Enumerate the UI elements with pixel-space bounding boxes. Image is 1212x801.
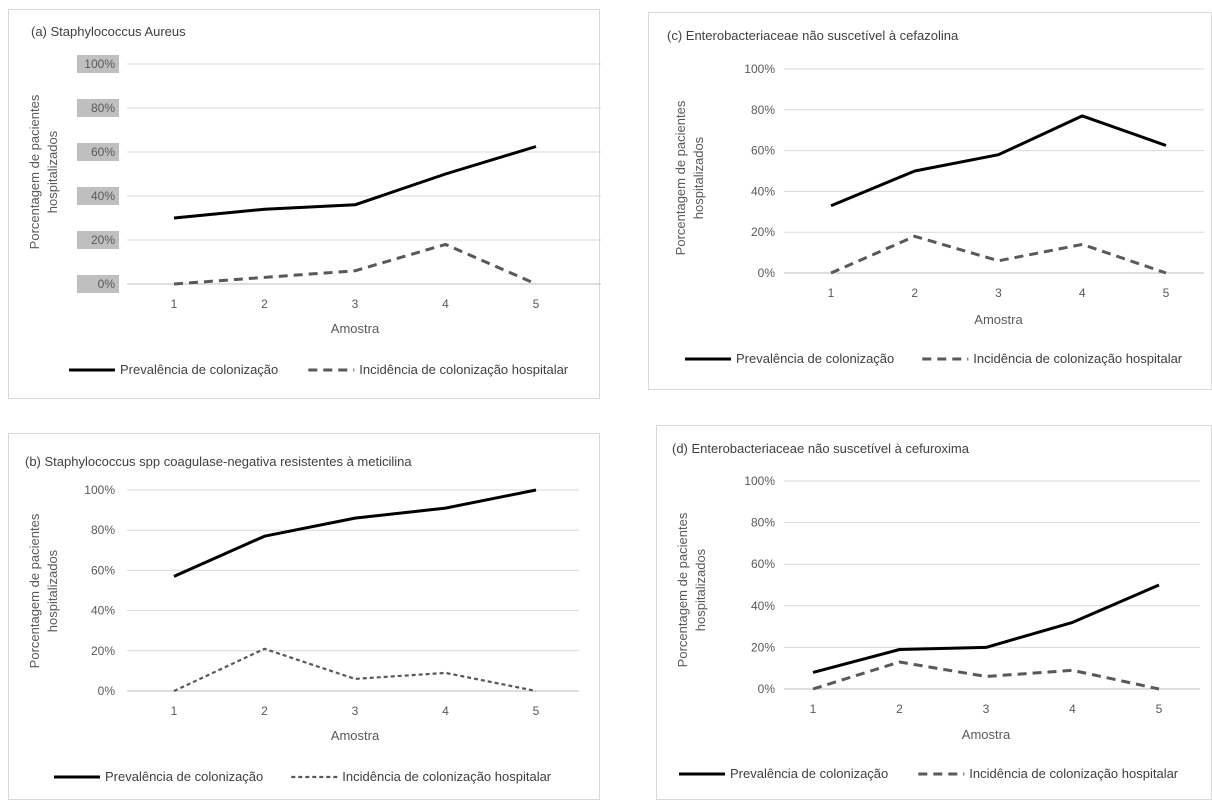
series-line-prevalencia (812, 583, 1160, 674)
y-tick-label: 60% (751, 557, 775, 571)
x-tick-label: 2 (911, 286, 918, 300)
y-axis-label: Porcentagem de pacientes (673, 100, 688, 255)
y-tick-label: 0% (98, 277, 116, 291)
y-tick-label: 0% (758, 266, 776, 280)
legend-label: Incidência de colonização hospitalar (973, 351, 1183, 366)
y-tick-label: 100% (84, 57, 115, 71)
x-tick-label: 5 (533, 297, 540, 311)
y-axis-label: hospitalizados (691, 136, 706, 219)
y-tick-label: 40% (751, 184, 775, 198)
y-axis-label: Porcentagem de pacientes (27, 94, 42, 249)
y-tick-label: 80% (91, 101, 115, 115)
y-axis-label: hospitalizados (45, 549, 60, 632)
series-line-prevalencia (173, 145, 537, 220)
x-tick-label: 1 (828, 286, 835, 300)
y-tick-label: 20% (751, 640, 775, 654)
y-tick-highlight (77, 231, 119, 249)
x-axis-label: Amostra (962, 727, 1011, 742)
x-tick-label: 3 (995, 286, 1002, 300)
legend-label: Prevalência de colonização (120, 362, 278, 377)
series-line-incidencia (812, 660, 1160, 691)
y-tick-label: 0% (758, 682, 776, 696)
legend-label: Prevalência de colonização (105, 769, 263, 784)
x-tick-label: 4 (1069, 702, 1076, 716)
chart-title: (a) Staphylococcus Aureus (31, 24, 186, 39)
y-tick-label: 20% (751, 225, 775, 239)
x-tick-label: 3 (983, 702, 990, 716)
chart-d-svg: (d) Enterobacteriaceae não suscetível à … (672, 441, 1200, 781)
y-tick-label: 100% (84, 483, 115, 497)
x-tick-label: 2 (896, 702, 903, 716)
x-tick-label: 4 (442, 297, 449, 311)
series-line-incidencia (173, 242, 537, 286)
y-axis-label: hospitalizados (693, 548, 708, 631)
legend-label: Incidência de colonização hospitalar (359, 362, 569, 377)
legend: Prevalência de colonização Incidência de … (679, 766, 1179, 781)
x-tick-label: 4 (442, 704, 449, 718)
y-tick-label: 80% (751, 103, 775, 117)
legend-label: Incidência de colonização hospitalar (969, 766, 1179, 781)
chart-a-svg: (a) Staphylococcus Aureus 0% 20% 40% 60% 80% 1… (27, 24, 601, 377)
chart-title: (d) Enterobacteriaceae não suscetível à … (672, 441, 970, 456)
y-tick-label: 40% (91, 604, 115, 618)
x-tick-label: 1 (171, 704, 178, 718)
chart-title: (b) Staphylococcus spp coagulase-negativ… (25, 454, 412, 469)
x-tick-label: 2 (261, 297, 268, 311)
x-axis-label: Amostra (331, 321, 380, 336)
y-tick-label: 40% (91, 189, 115, 203)
y-tick-label: 80% (91, 523, 115, 537)
y-axis-label: hospitalizados (45, 130, 60, 213)
legend-label: Prevalência de colonização (730, 766, 888, 781)
y-tick-label: 20% (91, 644, 115, 658)
x-axis-label: Amostra (331, 728, 380, 743)
y-axis-label: Porcentagem de pacientes (27, 513, 42, 668)
y-tick-label: 100% (744, 474, 775, 488)
legend-label: Prevalência de colonização (736, 351, 894, 366)
x-tick-label: 5 (1163, 286, 1170, 300)
x-tick-label: 3 (352, 297, 359, 311)
legend-label: Incidência de colonização hospitalar (342, 769, 552, 784)
legend: Prevalência de colonização Incidência de … (69, 362, 569, 377)
y-tick-label: 40% (751, 599, 775, 613)
y-axis-label: Porcentagem de pacientes (675, 512, 690, 667)
series-line-incidencia (830, 234, 1167, 275)
series-line-prevalencia (830, 114, 1167, 208)
series-line-prevalencia (173, 488, 537, 578)
chart-panel-d: (d) Enterobacteriaceae não suscetível à … (656, 425, 1212, 800)
y-tick-highlight (77, 187, 119, 205)
legend: Prevalência de colonização Incidência de … (685, 351, 1183, 366)
chart-b-svg: (b) Staphylococcus spp coagulase-negativ… (25, 454, 579, 784)
chart-panel-c: (c) Enterobacteriaceae não suscetível à … (648, 12, 1212, 390)
y-tick-label: 60% (91, 145, 115, 159)
y-tick-label: 100% (744, 62, 775, 76)
chart-title: (c) Enterobacteriaceae não suscetível à … (667, 28, 959, 43)
y-tick-label: 0% (98, 684, 116, 698)
y-tick-label: 60% (751, 144, 775, 158)
legend: Prevalência de colonização Incidência de … (54, 769, 552, 784)
x-tick-label: 1 (171, 297, 178, 311)
chart-panel-a: (a) Staphylococcus Aureus 0% 20% 40% 60% 80% 1… (8, 9, 601, 399)
y-tick-highlight (77, 143, 119, 161)
y-tick-label: 60% (91, 563, 115, 577)
y-tick-label: 80% (751, 516, 775, 530)
x-tick-label: 4 (1079, 286, 1086, 300)
series-line-incidencia (173, 647, 537, 693)
y-tick-highlight (77, 99, 119, 117)
chart-panel-b: (b) Staphylococcus spp coagulase-negativ… (8, 433, 600, 800)
x-axis-label: Amostra (974, 312, 1023, 327)
y-tick-highlight (77, 275, 119, 293)
y-tick-highlight (77, 55, 119, 73)
x-tick-label: 5 (533, 704, 540, 718)
chart-c-svg: (c) Enterobacteriaceae não suscetível à … (667, 28, 1204, 366)
y-tick-label: 20% (91, 233, 115, 247)
x-tick-label: 2 (261, 704, 268, 718)
x-tick-label: 3 (352, 704, 359, 718)
x-tick-label: 1 (810, 702, 817, 716)
x-tick-label: 5 (1156, 702, 1163, 716)
